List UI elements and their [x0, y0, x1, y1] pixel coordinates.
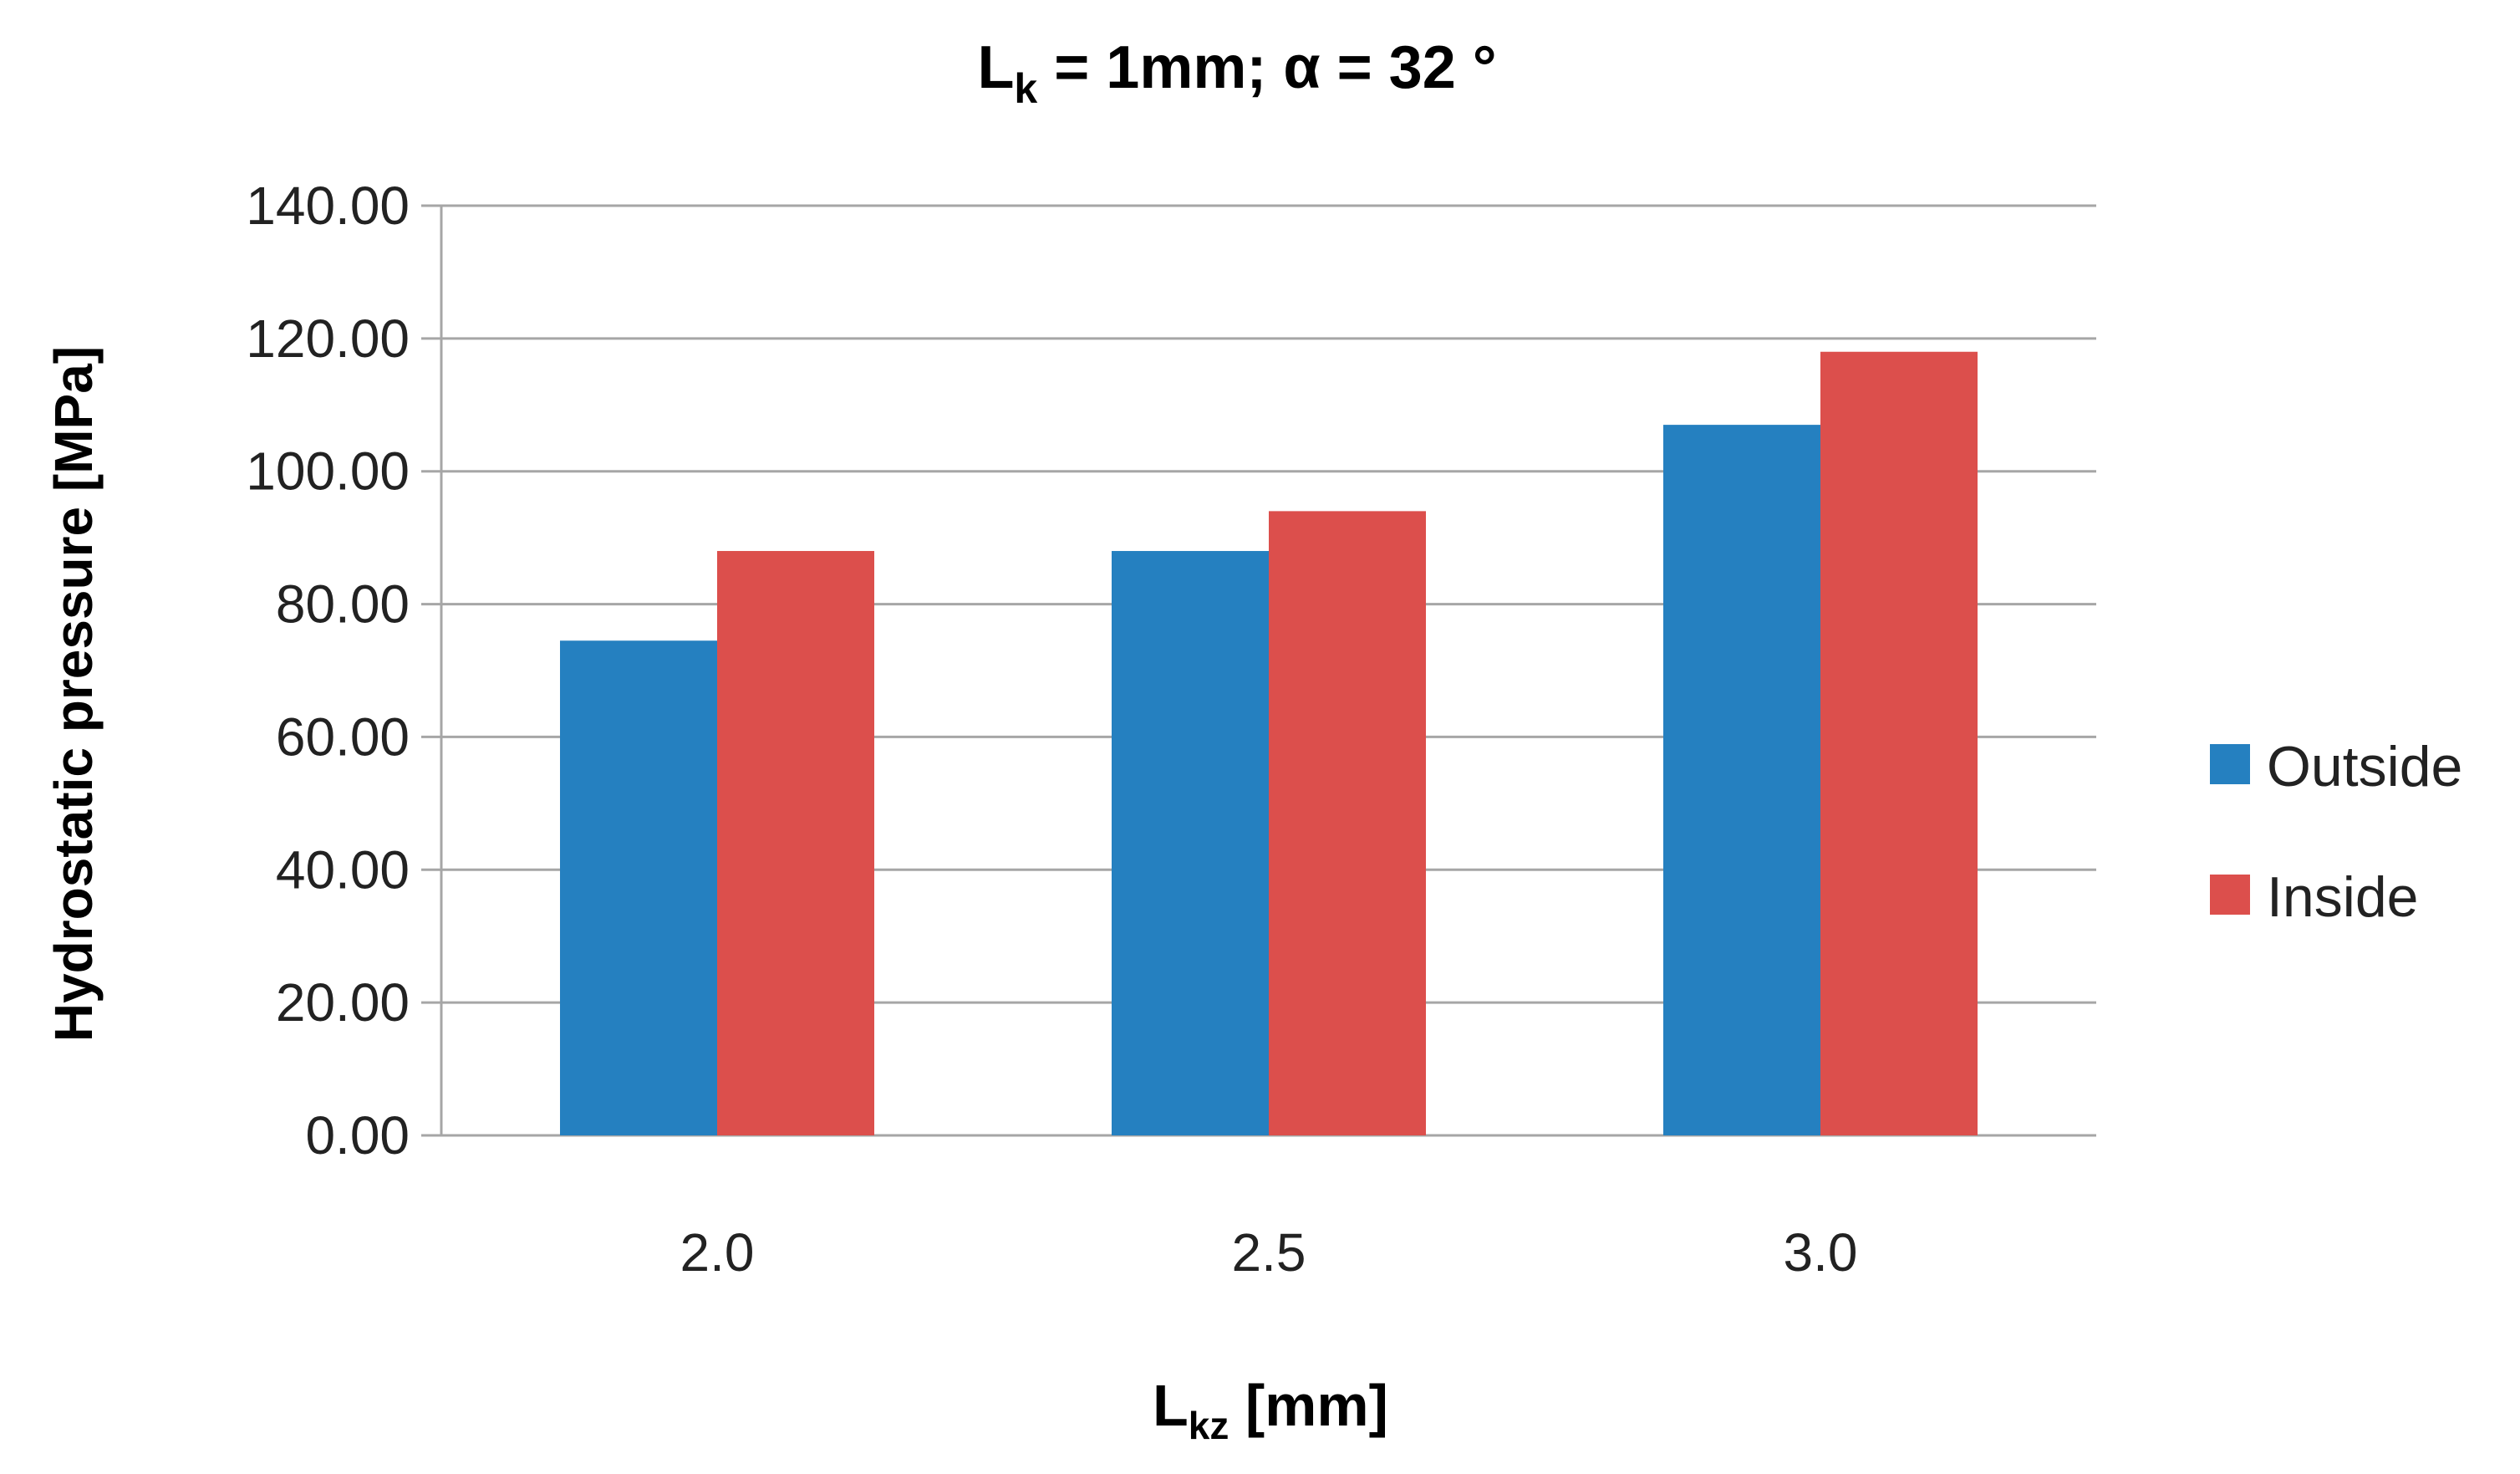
- y-tick-label: 20.00: [276, 972, 410, 1033]
- bar-outside-2-0: [560, 640, 717, 1135]
- legend-label-inside: Inside: [2267, 865, 2418, 929]
- y-tick-label: 0.00: [305, 1105, 410, 1165]
- chart-title-rest: = 1mm; α = 32 °: [1037, 34, 1496, 101]
- x-tick-label: 3.0: [1784, 1222, 1858, 1283]
- y-axis-title: Hydrostatic pressure [MPa]: [43, 346, 104, 1042]
- x-axis-title: Lkz [mm]: [1153, 1373, 1388, 1447]
- bar-outside-2-5: [1112, 551, 1269, 1135]
- y-tick-label: 120.00: [246, 309, 410, 369]
- y-axis-ticks: 0.00 20.00 40.00 60.00 80.00 100.00 120.00 140.…: [246, 176, 410, 1165]
- chart-title-main: L: [977, 34, 1014, 101]
- legend-swatch-inside: [2210, 875, 2250, 915]
- legend: Outside Inside: [2210, 735, 2462, 929]
- x-tick-label: 2.0: [680, 1222, 755, 1283]
- y-tick-label: 60.00: [276, 706, 410, 767]
- x-axis-title-rest: [mm]: [1229, 1373, 1388, 1438]
- y-tick-label: 40.00: [276, 839, 410, 900]
- y-tick-label: 80.00: [276, 574, 410, 635]
- x-tick-label: 2.5: [1232, 1222, 1306, 1283]
- bar-inside-3-0: [1820, 351, 1978, 1135]
- bar-outside-3-0: [1663, 425, 1820, 1136]
- chart-title-subscript: k: [1014, 65, 1037, 112]
- bar-inside-2-0: [717, 551, 874, 1135]
- y-tick-label: 100.00: [246, 441, 410, 502]
- y-tick-label: 140.00: [246, 176, 410, 236]
- x-axis-title-main: L: [1153, 1373, 1189, 1438]
- x-axis-title-subscript: kz: [1189, 1404, 1229, 1447]
- bars: [560, 351, 1978, 1136]
- bar-inside-2-5: [1269, 511, 1426, 1135]
- legend-label-outside: Outside: [2267, 735, 2462, 798]
- x-axis-ticks: 2.0 2.5 3.0: [680, 1222, 1858, 1283]
- chart-title: Lk = 1mm; α = 32 °: [977, 34, 1496, 112]
- legend-swatch-outside: [2210, 744, 2250, 784]
